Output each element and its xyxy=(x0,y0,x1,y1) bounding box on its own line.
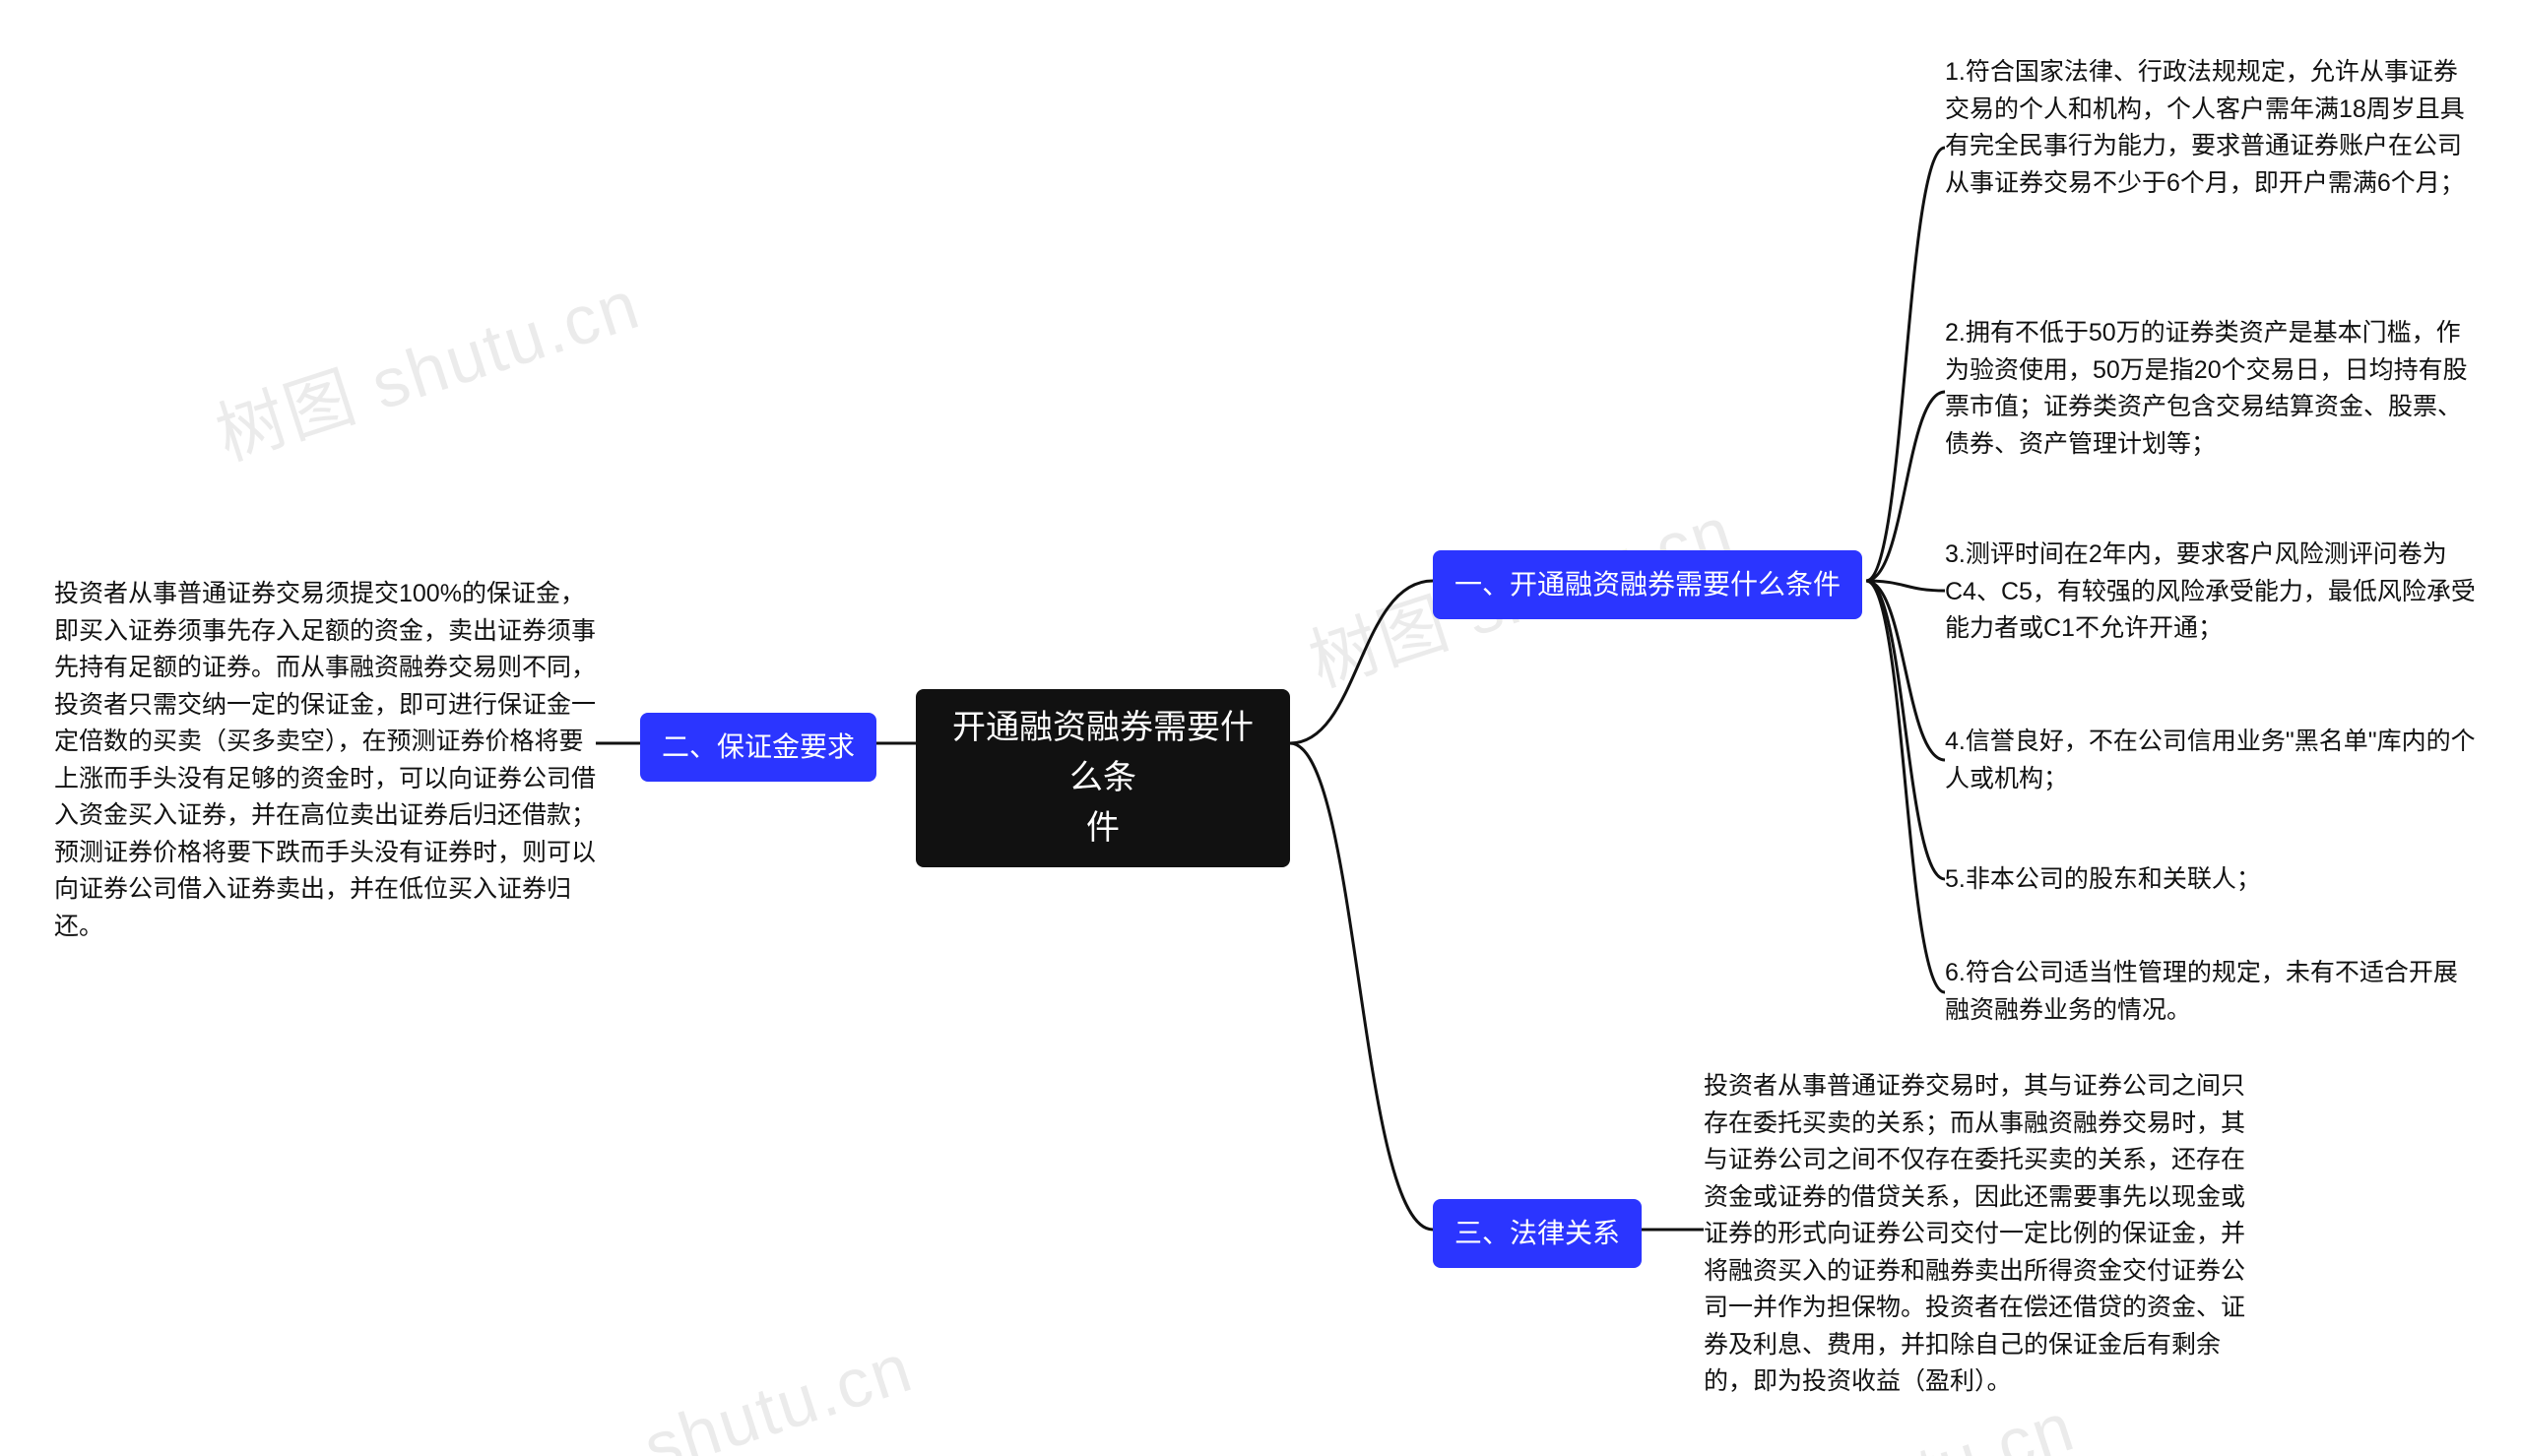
watermark: 树图 shutu.cn xyxy=(202,250,650,480)
leaf-cond-2: 2.拥有不低于50万的证券类资产是基本门槛，作为验资使用，50万是指20个交易日… xyxy=(1945,315,2477,463)
branch-conditions[interactable]: 一、开通融资融券需要什么条件 xyxy=(1433,550,1862,619)
leaf-cond-1: 1.符合国家法律、行政法规规定，允许从事证券交易的个人和机构，个人客户需年满18… xyxy=(1945,54,2477,202)
leaf-cond-3: 3.测评时间在2年内，要求客户风险测评问卷为C4、C5，有较强的风险承受能力，最… xyxy=(1945,537,2477,648)
root-text-line1: 开通融资融券需要什么条 xyxy=(952,709,1254,796)
branch-conditions-label: 一、开通融资融券需要什么条件 xyxy=(1454,569,1841,600)
branch-margin[interactable]: 二、保证金要求 xyxy=(640,713,876,782)
branch-legal[interactable]: 三、法律关系 xyxy=(1433,1199,1642,1268)
root-text-line2: 件 xyxy=(1086,809,1120,847)
leaf-margin-desc: 投资者从事普通证券交易须提交100%的保证金，即买入证券须事先存入足额的资金，卖… xyxy=(54,576,596,945)
watermark: shutu.cn xyxy=(635,1328,923,1456)
branch-margin-label: 二、保证金要求 xyxy=(662,731,855,762)
root-node[interactable]: 开通融资融券需要什么条 件 xyxy=(916,689,1290,867)
leaf-cond-6: 6.符合公司适当性管理的规定，未有不适合开展融资融券业务的情况。 xyxy=(1945,955,2477,1029)
leaf-legal-desc: 投资者从事普通证券交易时，其与证券公司之间只存在委托买卖的关系；而从事融资融券交… xyxy=(1704,1068,2245,1401)
branch-legal-label: 三、法律关系 xyxy=(1454,1218,1620,1248)
leaf-cond-4: 4.信誉良好，不在公司信用业务"黑名单"库内的个人或机构； xyxy=(1945,724,2477,797)
leaf-cond-5: 5.非本公司的股东和关联人； xyxy=(1945,861,2477,899)
